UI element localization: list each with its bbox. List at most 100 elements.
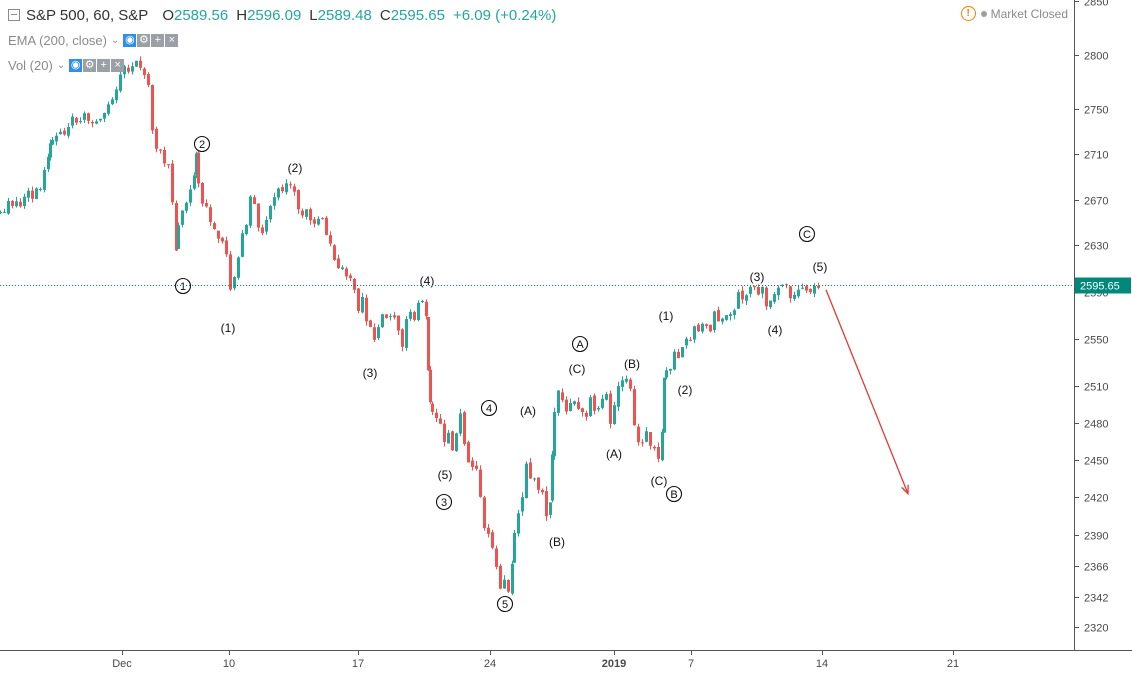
candle-body: [99, 118, 102, 121]
low-key: L: [309, 6, 318, 24]
collapse-icon[interactable]: [8, 9, 20, 21]
candle-body: [237, 257, 240, 278]
candle-body: [261, 227, 264, 234]
candle-body: [665, 370, 668, 378]
wave-label: (C): [651, 474, 668, 488]
candle-body: [197, 152, 200, 184]
close-icon[interactable]: ×: [165, 34, 179, 47]
candle-body: [761, 286, 764, 294]
candle-body: [507, 580, 510, 592]
wave-label: (B): [624, 357, 640, 371]
candle-body: [205, 203, 208, 207]
candle-body: [0, 211, 2, 213]
candle-body: [103, 112, 106, 119]
change-value: +6.09 (+0.24%): [452, 6, 557, 24]
candle-body: [765, 287, 768, 307]
candle-body: [733, 310, 736, 315]
candle-body: [357, 288, 360, 311]
candle-body: [151, 84, 154, 131]
overlays: 2595.65: [0, 277, 1131, 496]
candle-body: [463, 412, 466, 444]
candle-body: [369, 320, 372, 327]
candle-body: [569, 403, 572, 411]
candle-body: [577, 402, 580, 409]
settings-icon[interactable]: ⚙: [83, 59, 97, 72]
candle-body: [677, 351, 680, 359]
wave-label: (4): [420, 274, 435, 288]
candle-body: [51, 139, 54, 145]
candle-body: [413, 312, 416, 320]
candle-body: [653, 446, 656, 449]
candle-body: [421, 301, 424, 303]
candle-body: [425, 301, 428, 317]
warning-icon[interactable]: !: [960, 6, 976, 21]
wave-label: 2: [199, 139, 205, 151]
candle-body: [717, 310, 720, 322]
wave-label: (2): [678, 383, 693, 397]
candle-body: [447, 432, 450, 444]
candle-body: [613, 405, 616, 425]
candle-body: [209, 207, 212, 222]
candle-body: [401, 329, 404, 347]
x-tick-label: 7: [688, 658, 694, 670]
wave-label: (C): [569, 362, 586, 376]
candle-body: [87, 113, 90, 121]
candle-body: [789, 286, 792, 299]
wave-labels: 12(1)(2)(3)(4)4(5)35(A)(B)A(C) (B)(A)(C)B…: [174, 135, 827, 613]
add-icon[interactable]: +: [151, 34, 165, 47]
close-value: 2595.65: [390, 6, 445, 24]
wave-label: B: [670, 489, 677, 501]
chevron-down-icon[interactable]: ⌄: [111, 35, 120, 46]
eye-icon[interactable]: ◉: [123, 34, 137, 47]
candle-body: [471, 460, 474, 467]
candle-body: [43, 169, 46, 190]
x-tick-label: 21: [947, 658, 959, 670]
candle-body: [95, 121, 98, 124]
candle-body: [49, 143, 52, 158]
candle-body: [777, 287, 780, 296]
symbol-label[interactable]: S&P 500, 60, S&P: [26, 6, 149, 24]
settings-icon[interactable]: ⚙: [137, 34, 151, 47]
add-icon[interactable]: +: [97, 59, 111, 72]
indicator-volume[interactable]: Vol (20) ⌄ ◉ ⚙ + ×: [8, 58, 125, 73]
candle-body: [181, 210, 184, 225]
candle-body: [741, 290, 744, 300]
candle-body: [177, 225, 180, 249]
candle-body: [257, 203, 260, 228]
candle-body: [769, 300, 772, 308]
candle-body: [7, 200, 10, 214]
wave-label-circle: [665, 485, 683, 503]
close-icon[interactable]: ×: [111, 59, 125, 72]
candle-body: [637, 426, 640, 443]
wave-label-circle: [193, 135, 211, 153]
y-tick-label: 2320: [1084, 623, 1108, 635]
candle-body: [451, 431, 454, 451]
candle-body: [553, 412, 556, 457]
candle-body: [365, 297, 368, 322]
candle-body: [513, 532, 516, 563]
candle-body: [589, 397, 592, 416]
candle-body: [773, 294, 776, 302]
candle-body: [633, 389, 636, 426]
eye-icon[interactable]: ◉: [69, 59, 83, 72]
wave-label: 4: [486, 403, 492, 415]
wave-label: (A): [606, 447, 622, 461]
wave-label: 5: [502, 599, 508, 611]
candle-body: [533, 478, 536, 480]
chevron-down-icon[interactable]: ⌄: [56, 60, 66, 71]
close-key: C: [379, 6, 391, 24]
candle-body: [217, 230, 220, 239]
candle-body: [657, 446, 660, 459]
candle-body: [139, 60, 142, 68]
candle-body: [127, 67, 130, 72]
candle-body: [67, 126, 70, 136]
indicator-ema[interactable]: EMA (200, close) ⌄ ◉ ⚙ + ×: [8, 33, 179, 48]
candle-body: [185, 202, 188, 211]
candle-body: [83, 113, 86, 120]
candle-body: [301, 210, 304, 216]
candle-body: [709, 324, 712, 332]
candle-body: [23, 196, 26, 207]
candle-body: [253, 197, 256, 205]
candle-body: [479, 469, 482, 497]
